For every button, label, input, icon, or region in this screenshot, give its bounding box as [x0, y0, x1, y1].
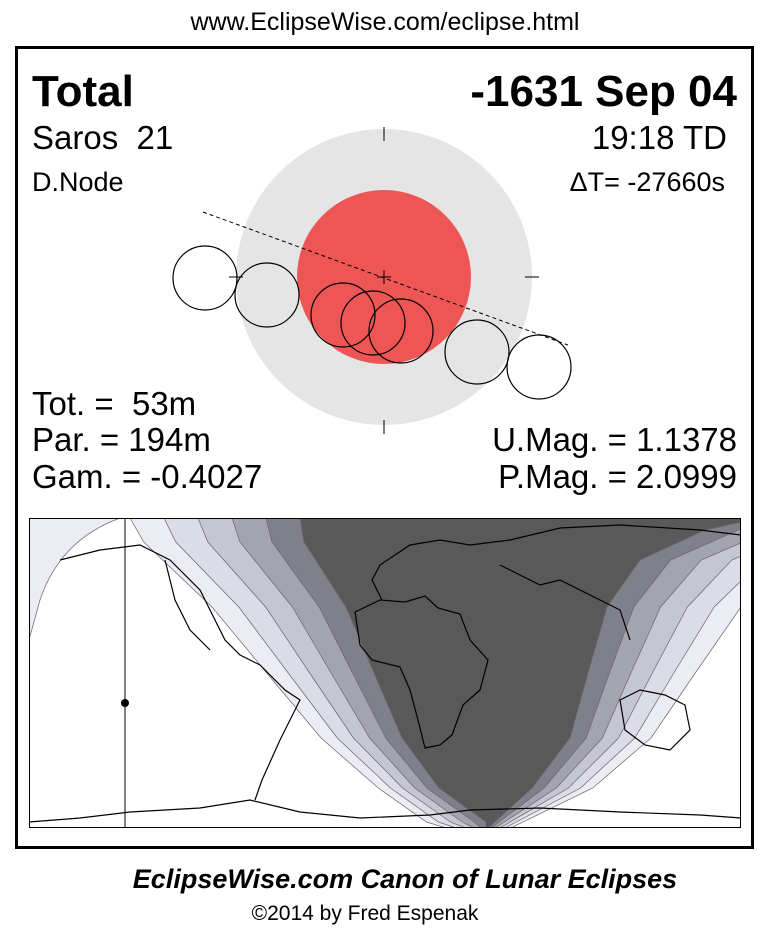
- eclipse-time: 19:18 TD: [591, 119, 727, 156]
- moon-circle: [310, 282, 376, 348]
- diagram-frame: [15, 46, 754, 849]
- node-label: D.Node: [32, 167, 124, 197]
- ecliptic-line: [202, 211, 569, 346]
- coastlines: [29, 524, 741, 823]
- footer-copyright: ©2014 by Fred Espenak: [251, 902, 479, 925]
- visibility-map: [29, 518, 741, 828]
- sublunar-point: [121, 699, 129, 707]
- gamma-value: Gam. = -0.4027: [32, 458, 263, 495]
- umbral-magnitude: U.Mag. = 1.1378: [492, 421, 737, 458]
- shadow-diagram: [172, 127, 572, 434]
- delta-t: ΔT= -27660s: [569, 167, 725, 197]
- moon-circle: [506, 334, 572, 400]
- total-eclipse-zone: [297, 518, 741, 828]
- moon-circle: [368, 298, 434, 364]
- americas-outline: [59, 544, 301, 801]
- eclipse-date: -1631 Sep 04: [470, 67, 737, 116]
- africa-outline: [354, 595, 489, 749]
- moon-circle: [172, 245, 238, 311]
- penumbral-band: [29, 518, 121, 641]
- moon-circle: [340, 290, 406, 356]
- australia-outline: [619, 689, 691, 751]
- eclipse-type: Total: [32, 67, 134, 116]
- axis-ticks: [229, 127, 539, 434]
- totality-duration: Tot. = 53m: [32, 385, 197, 422]
- moon-circle: [234, 262, 300, 328]
- moon-circle: [444, 319, 510, 385]
- moon-positions: [172, 245, 572, 400]
- url-header: www.EclipseWise.com/eclipse.html: [190, 8, 580, 36]
- saros-number: Saros 21: [32, 119, 174, 156]
- partial-duration: Par. = 194m: [32, 421, 211, 458]
- footer-title: EclipseWise.com Canon of Lunar Eclipses: [132, 864, 678, 894]
- antarctica-outline: [29, 799, 741, 823]
- penumbral-magnitude: P.Mag. = 2.0999: [498, 458, 737, 495]
- europe-asia-outline: [371, 524, 741, 641]
